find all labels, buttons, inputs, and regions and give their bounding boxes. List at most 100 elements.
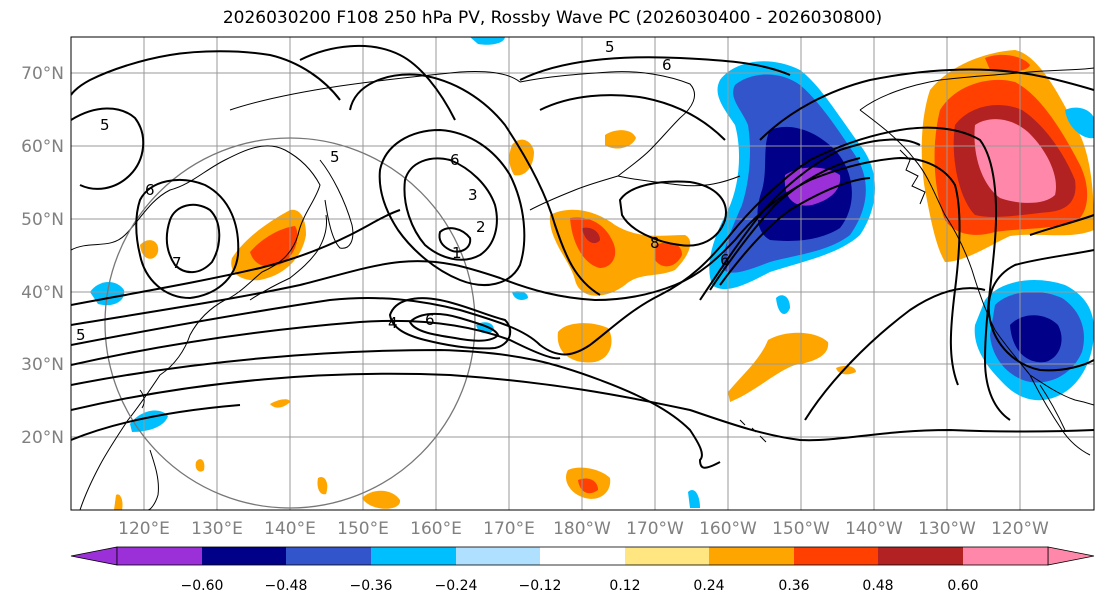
shade-positive-tropic-2 [362,490,401,509]
shade-negative-swus-2 [1065,107,1094,139]
coast-alaska [519,71,741,187]
contour-line [71,372,1094,442]
colorbar-tick-label: 0.12 [609,578,640,594]
contour-line [1029,214,1094,236]
shade-positive-tropic-1-inner [578,478,598,494]
shade-positive-central-core [582,227,600,244]
contour-line [388,297,512,350]
lon-label: 130°W [918,519,976,539]
contour-label: 7 [172,254,182,272]
contour-line [539,94,726,141]
colorbar-segment [794,547,878,565]
lon-label: 160°W [699,519,757,539]
colorbar-tick-label: 0.48 [862,578,893,594]
coast-kamchatka [319,159,354,249]
lon-label: 170°W [626,519,684,539]
lon-label: 140°E [264,519,316,539]
coast-philippines [147,449,159,510]
lon-label: 170°E [483,519,535,539]
shade-negative-bering [470,37,505,45]
lon-label: 150°E [337,519,389,539]
shade-positive-subtrop [728,332,829,402]
coast-asia [71,145,321,510]
shade-positive-aleut-2 [605,130,636,149]
shade-positive-tropic-4 [195,459,205,472]
coastlines [71,67,1094,510]
colorbar-ticks: −0.60 −0.48 −0.36 −0.24 −0.12 0.12 0.24 … [181,578,979,594]
contour-line [71,319,561,366]
latitude-labels: 70°N 60°N 50°N 40°N 30°N 20°N [21,64,64,448]
shade-positive-small-1 [140,240,159,259]
contour-line [408,312,500,342]
coast-siberia [229,71,521,111]
colorbar-segment [371,547,456,565]
lon-label: 180°W [553,519,611,539]
longitude-labels: 120°E 130°E 140°E 150°E 160°E 170°E 180°… [118,519,1049,539]
lon-label: 160°E [410,519,462,539]
contour-label: 6 [662,56,672,74]
coast-japan [249,214,327,301]
contour-line [349,73,601,296]
contour-line [699,138,921,301]
shade-negative-small-2 [512,291,528,300]
lat-label: 70°N [21,64,64,84]
contour-label: 5 [605,38,615,56]
colorbar-right-extend [1047,546,1095,566]
contour-label: 5 [76,326,86,344]
coast-aleutians [529,175,619,211]
contour-label: 3 [468,186,478,204]
shade-negative-small-4 [688,489,700,508]
contour-label: 2 [476,218,486,236]
shade-positive-midlat [557,323,612,363]
colorbar-segment [117,547,202,565]
colorbar-tick-label: 0.36 [778,578,809,594]
map-content: 5 6 5 5 6 6 3 2 1 8 7 6 4 6 5 [71,37,1094,510]
contour-label: 5 [330,148,340,166]
lon-label: 150°W [772,519,830,539]
colorbar-segments [117,547,1048,565]
colorbar-segment [625,547,709,565]
contour-line [759,68,1094,141]
contour-label: 6 [145,181,155,199]
contour-line [71,348,721,469]
coast-taiwan [139,389,145,409]
map-title: 2026030200 F108 250 hPa PV, Rossby Wave … [222,8,883,28]
contour-line [71,404,241,441]
contour-label: 4 [388,314,398,332]
contour-label: 6 [425,311,435,329]
contour-line [438,227,472,253]
contour-line [71,50,341,101]
colorbar-tick-label: −0.60 [181,578,224,594]
shade-positive-tropic-3 [270,399,290,408]
lon-label: 130°E [191,519,243,539]
contour-line [719,177,871,286]
colorbar-segment [456,547,540,565]
contour-line [135,179,240,300]
contour-line [165,203,221,274]
contour-label: 1 [452,244,462,262]
colorbar-outline [116,546,1049,566]
shade-positive-aleut [509,139,534,176]
map-frame [70,36,1095,511]
contour-line [71,107,145,190]
colorbar-segment [878,547,963,565]
lon-label: 120°W [991,519,1049,539]
contour-line [987,249,1094,372]
colorbar-segment [709,547,794,565]
colorbar-tick-label: 0.24 [693,578,724,594]
coast-mexico [1029,374,1091,456]
colorbar-tick-label: −0.48 [265,578,308,594]
contour-line [519,56,791,81]
shade-negative-small-5 [776,295,790,314]
contour-line [804,287,986,421]
lat-label: 20°N [21,428,64,448]
coast-bc-islands [899,149,926,205]
colorbar-left-extend [70,546,118,566]
colorbar-tick-label: −0.36 [350,578,393,594]
colorbar: −0.60 −0.48 −0.36 −0.24 −0.12 0.12 0.24 … [70,546,1095,594]
colorbar-tick-label: −0.12 [519,578,562,594]
lat-label: 60°N [21,137,64,157]
pv-contours [71,45,1094,469]
colorbar-tick-label: 0.60 [947,578,978,594]
